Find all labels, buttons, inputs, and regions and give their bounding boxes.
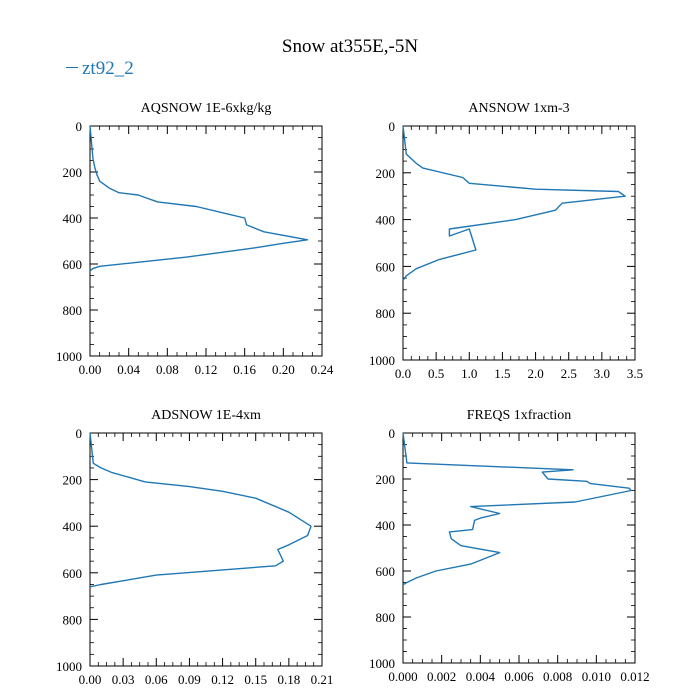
x-tick-label: 0.06	[145, 672, 168, 687]
x-tick-label: 0.15	[244, 672, 267, 687]
y-tick-label: 400	[63, 211, 83, 226]
x-tick-label: 0.002	[427, 669, 456, 684]
axes-frame	[89, 432, 323, 667]
x-tick-label: 0.12	[211, 672, 234, 687]
y-tick-label: 0	[389, 426, 396, 441]
x-tick-label: 0.006	[504, 669, 534, 684]
y-tick-label: 200	[376, 472, 396, 487]
x-tick-label: 0.0	[395, 366, 411, 381]
x-tick-label: 0.20	[272, 362, 295, 377]
y-tick-label: 0	[389, 119, 396, 134]
x-tick-label: 0.16	[233, 362, 256, 377]
subplot-2: ANSNOW 1xm-3 0.0 0.5 1.0 1.5 2.0 2.5 3.0 3.5 0 200…	[369, 101, 643, 381]
y-tick-label: 800	[376, 306, 396, 321]
x-tick-label: 0.24	[311, 362, 334, 377]
subplot-title: ANSNOW 1xm-3	[468, 101, 569, 116]
x-tick-label: 0.04	[117, 362, 140, 377]
x-tick-label: 2.5	[561, 366, 577, 381]
y-tick-label: 600	[63, 566, 83, 581]
x-tick-label: 3.5	[627, 366, 643, 381]
y-tick-label: 800	[376, 610, 396, 625]
legend-line-swatch	[66, 66, 78, 69]
x-tick-label: 0.18	[277, 672, 300, 687]
y-tick-label: 800	[63, 303, 83, 318]
y-tick-label: 400	[376, 213, 396, 228]
x-tick-label: 0.008	[543, 669, 572, 684]
y-tick-label: 1000	[369, 353, 395, 368]
y-tick-label: 400	[63, 519, 83, 534]
x-tick-label: 1.0	[461, 366, 477, 381]
y-tick-label: 0	[76, 426, 83, 441]
y-tick-label: 600	[376, 564, 396, 579]
x-tick-label: 0.21	[311, 672, 334, 687]
x-tick-label: 3.0	[594, 366, 610, 381]
legend-label: zt92_2	[82, 58, 134, 79]
subplot-3: ADSNOW 1E-4xm 0.00 0.03 0.06 0.09 0.12 0.15 0.1…	[56, 408, 333, 687]
y-tick-label: 0	[76, 119, 83, 134]
series-line-zt92_2	[89, 432, 312, 588]
x-tick-label: 0.08	[156, 362, 179, 377]
subplot-title: ADSNOW 1E-4xm	[151, 408, 261, 423]
series-line-zt92_2	[402, 432, 632, 586]
x-tick-label: 0.12	[195, 362, 218, 377]
y-tick-label: 200	[376, 166, 396, 181]
x-tick-label: 0.09	[178, 672, 201, 687]
y-tick-label: 200	[63, 165, 83, 180]
subplot-1: AQSNOW 1E-6xkg/kg 0.00 0.04 0.08 0.12 0.16 0.2…	[56, 101, 334, 377]
axes-frame	[402, 125, 636, 361]
subplot-title: AQSNOW 1E-6xkg/kg	[141, 101, 272, 116]
legend: zt92_2	[66, 58, 134, 80]
x-tick-label: 0.00	[79, 672, 102, 687]
axes-frame	[89, 125, 323, 357]
figure-title: Snow at355E,-5N	[281, 36, 419, 57]
x-tick-label: 1.5	[494, 366, 510, 381]
y-tick-label: 600	[63, 257, 83, 272]
series-line-zt92_2	[89, 125, 309, 272]
y-tick-label: 800	[63, 612, 83, 627]
series-line-zt92_2	[402, 125, 626, 281]
y-tick-label: 200	[63, 473, 83, 488]
y-tick-label: 1000	[369, 656, 395, 671]
y-tick-label: 1000	[56, 349, 82, 364]
x-tick-label: 0.5	[428, 366, 444, 381]
x-tick-label: 0.00	[79, 362, 102, 377]
x-tick-label: 0.012	[620, 669, 649, 684]
y-tick-label: 1000	[56, 659, 82, 674]
x-tick-label: 0.004	[466, 669, 496, 684]
subplot-title: FREQS 1xfraction	[467, 408, 572, 423]
y-tick-label: 400	[376, 518, 396, 533]
subplot-4: FREQS 1xfraction 0.000 0.002 0.004 0.006 0.00…	[369, 408, 650, 684]
x-tick-label: 2.0	[527, 366, 543, 381]
x-tick-label: 0.010	[582, 669, 611, 684]
x-tick-label: 0.000	[388, 669, 417, 684]
y-tick-label: 600	[376, 259, 396, 274]
x-tick-label: 0.03	[112, 672, 135, 687]
